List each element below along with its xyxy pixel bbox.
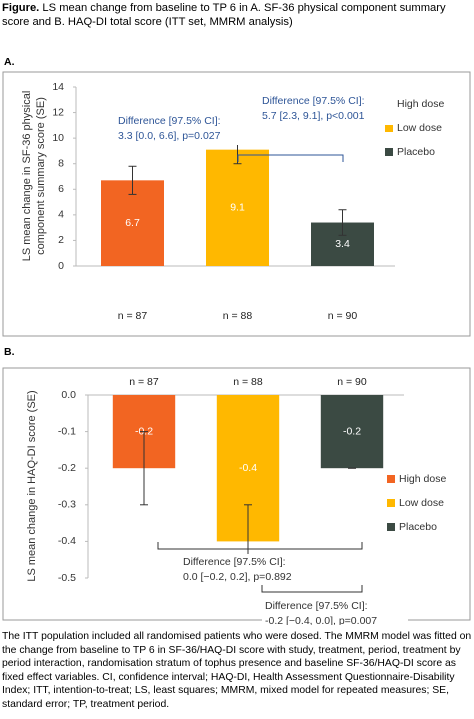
caption: Figure. LS mean change from baseline to … bbox=[2, 1, 470, 29]
bracket bbox=[237, 154, 344, 162]
panel-frame bbox=[2, 71, 471, 337]
panel-label: A. bbox=[4, 56, 15, 68]
annotation-bg bbox=[262, 598, 408, 625]
annotation: Difference [97.5% CI]: bbox=[265, 600, 368, 612]
y-tick-label: -0.4 bbox=[58, 535, 76, 547]
legend-label: High dose bbox=[397, 98, 444, 110]
value-label: 9.1 bbox=[230, 202, 245, 214]
legend-label: Low dose bbox=[397, 122, 442, 134]
legend-swatch bbox=[387, 523, 395, 531]
bracket bbox=[157, 542, 363, 550]
n-label: n = 87 bbox=[129, 376, 159, 388]
y-tick-label: 6 bbox=[58, 183, 64, 195]
y-tick-label: -0.2 bbox=[58, 462, 76, 474]
legend-swatch bbox=[387, 499, 395, 507]
legend-label: High dose bbox=[399, 473, 446, 485]
annotation: Difference [97.5% CI]: bbox=[183, 556, 286, 568]
panel-label: B. bbox=[4, 346, 15, 358]
bar bbox=[320, 395, 384, 469]
y-tick-label: -0.1 bbox=[58, 425, 76, 437]
y-tick-label: 14 bbox=[52, 81, 64, 93]
n-label: n = 88 bbox=[223, 310, 253, 322]
charts: A. 0 2 4 6 8 10 12 14 LS mean change in SF-36 phy… bbox=[2, 56, 471, 625]
annotation: 0.0 [−0.2, 0.2], p=0.892 bbox=[183, 571, 292, 583]
bar bbox=[206, 149, 269, 266]
y-tick-label: -0.3 bbox=[58, 499, 76, 511]
panel-frame bbox=[2, 367, 471, 621]
value-label: 3.4 bbox=[335, 238, 350, 250]
y-tick-label: 8 bbox=[58, 157, 64, 169]
legend-swatch bbox=[385, 124, 393, 132]
value-label: -0.4 bbox=[239, 462, 257, 474]
y-axis-title: LS mean change in SF-36 physical bbox=[21, 91, 33, 262]
annotation-bg bbox=[115, 113, 250, 145]
y-tick-label: 12 bbox=[52, 106, 64, 118]
annotation: 5.7 [2.3, 9.1], p<0.001 bbox=[262, 110, 365, 122]
y-axis-title: LS mean change in HAQ-DI score (SE) bbox=[26, 390, 38, 581]
figure-title: LS mean change from baseline to TP 6 in … bbox=[2, 2, 446, 28]
n-label: n = 88 bbox=[233, 376, 263, 388]
n-label: n = 87 bbox=[118, 310, 148, 322]
y-tick-label: 0.0 bbox=[61, 389, 76, 401]
n-label: n = 90 bbox=[337, 376, 367, 388]
legend-swatch bbox=[387, 475, 395, 483]
footnote: The ITT population included all randomis… bbox=[2, 631, 472, 710]
annotation: Difference [97.5% CI]: bbox=[118, 115, 221, 127]
y-tick-label: 4 bbox=[58, 209, 64, 221]
n-label: n = 90 bbox=[328, 310, 358, 322]
legend-swatch bbox=[385, 148, 393, 156]
bracket bbox=[261, 585, 363, 593]
value-label: -0.2 bbox=[343, 425, 361, 437]
y-tick-label: 2 bbox=[58, 234, 64, 246]
value-label: 6.7 bbox=[125, 217, 140, 229]
y-tick-label: 10 bbox=[52, 132, 64, 144]
annotation-bg bbox=[180, 554, 321, 586]
legend-label: Placebo bbox=[397, 146, 435, 158]
y-tick-label: -0.5 bbox=[58, 572, 76, 584]
figure-label: Figure. bbox=[2, 2, 40, 14]
legend-label: Low dose bbox=[399, 497, 444, 509]
y-axis-title: component summary score (SE) bbox=[35, 97, 47, 255]
annotation: 3.3 [0.0, 6.6], p=0.027 bbox=[118, 130, 221, 142]
annotation: -0.2 [−0.4, 0.0], p=0.007 bbox=[265, 615, 377, 625]
annotation: Difference [97.5% CI]: bbox=[262, 95, 365, 107]
y-tick-label: 0 bbox=[58, 260, 64, 272]
legend-label: Placebo bbox=[399, 521, 437, 533]
annotation-bg bbox=[259, 93, 394, 125]
